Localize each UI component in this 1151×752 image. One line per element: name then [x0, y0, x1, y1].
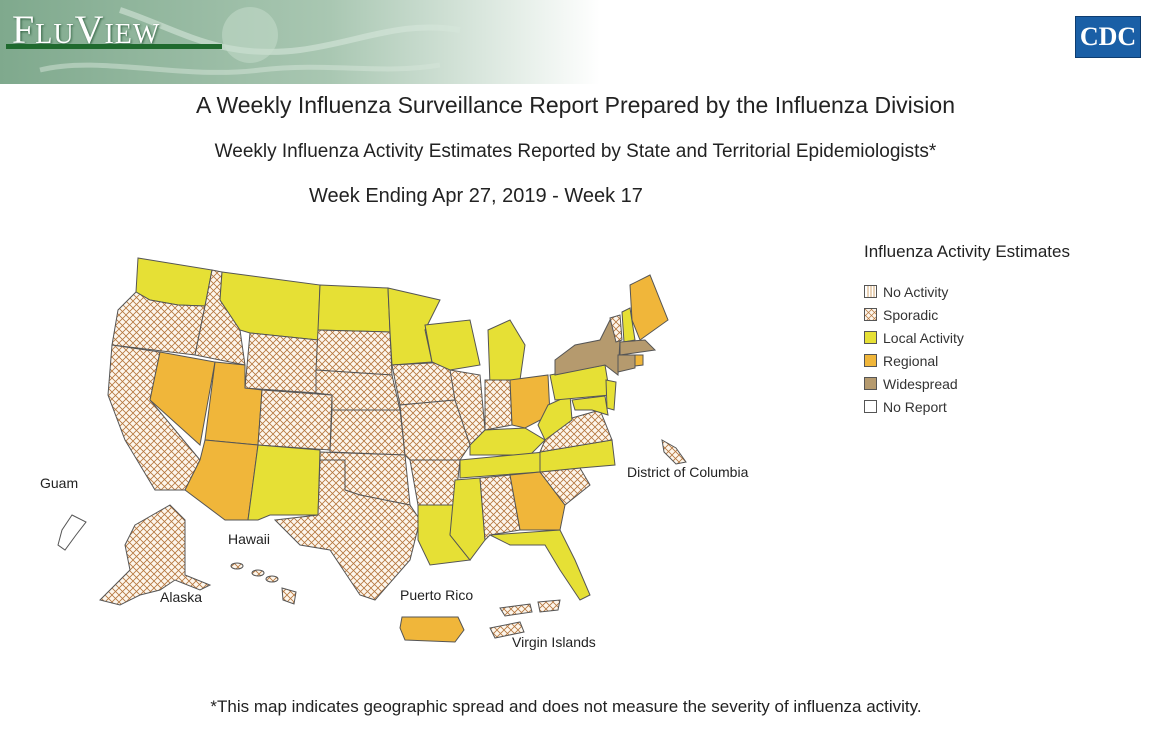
legend-item-sporadic[interactable]: Sporadic: [864, 303, 1124, 326]
state-indiana[interactable]: [484, 379, 513, 431]
week-heading: Week Ending Apr 27, 2019 - Week 17: [309, 185, 643, 207]
legend-title: Influenza Activity Estimates: [864, 242, 1070, 261]
legend-item-no-report[interactable]: No Report: [864, 395, 1124, 418]
legend-item-regional[interactable]: Regional: [864, 349, 1124, 372]
legend: Influenza Activity Estimates No Activity…: [864, 242, 1124, 418]
state-colorado[interactable]: [257, 389, 333, 451]
us-flu-activity-map: Guam Hawaii Alaska Puerto Rico Virgin Is…: [40, 257, 749, 650]
state-new-mexico[interactable]: [247, 444, 321, 521]
state-new-york[interactable]: [554, 318, 621, 376]
state-new-jersey[interactable]: [605, 379, 617, 411]
state-ohio[interactable]: [509, 374, 551, 429]
state-arkansas[interactable]: [409, 459, 461, 506]
map-label-guam: Guam: [40, 475, 78, 491]
legend-item-widespread[interactable]: Widespread: [864, 372, 1124, 395]
state-wisconsin[interactable]: [424, 319, 481, 371]
report-subtitle: Weekly Influenza Activity Estimates Repo…: [214, 141, 937, 162]
state-nevada[interactable]: [149, 351, 216, 446]
state-massachusetts[interactable]: [619, 339, 657, 356]
map-label-dc: District of Columbia: [627, 464, 749, 480]
state-maine[interactable]: [629, 274, 669, 341]
state-mississippi[interactable]: [449, 477, 486, 561]
map-label-puerto-rico: Puerto Rico: [400, 587, 473, 603]
map-label-alaska: Alaska: [160, 589, 202, 605]
state-south-dakota[interactable]: [315, 329, 393, 376]
state-michigan[interactable]: [487, 319, 526, 386]
state-new-hampshire[interactable]: [621, 307, 636, 343]
legend-item-local-activity[interactable]: Local Activity: [864, 326, 1124, 349]
fluview-underline: [6, 44, 222, 49]
state-connecticut[interactable]: [617, 354, 636, 373]
state-texas[interactable]: [273, 459, 421, 601]
state-kansas[interactable]: [329, 409, 406, 456]
swatch-regional: [864, 354, 877, 367]
legend-label: Widespread: [883, 375, 958, 392]
state-maryland[interactable]: [571, 395, 609, 416]
cdc-logo[interactable]: CDC: [1075, 16, 1141, 58]
territory-guam[interactable]: [57, 514, 87, 551]
state-hawaii[interactable]: [230, 562, 297, 605]
state-vermont[interactable]: [609, 314, 623, 343]
state-north-dakota[interactable]: [317, 284, 391, 333]
swatch-no-report: [864, 400, 877, 413]
swatch-widespread: [864, 377, 877, 390]
swatch-sporadic: [864, 308, 877, 321]
state-alabama[interactable]: [479, 474, 521, 542]
territory-virgin-islands[interactable]: [489, 599, 561, 639]
legend-label: No Activity: [883, 283, 949, 300]
legend-label: Regional: [883, 352, 939, 369]
legend-label: Sporadic: [883, 306, 939, 323]
footnote: *This map indicates geographic spread an…: [210, 697, 922, 716]
state-rhode-island[interactable]: [634, 354, 644, 367]
map-label-virgin-islands: Virgin Islands: [512, 634, 596, 650]
territory-puerto-rico[interactable]: [399, 616, 465, 643]
state-alaska[interactable]: [99, 504, 212, 606]
fluview-banner: FluView CDC: [0, 0, 1151, 84]
legend-item-no-activity[interactable]: No Activity: [864, 280, 1124, 303]
state-wyoming[interactable]: [244, 332, 319, 394]
state-florida[interactable]: [488, 529, 591, 601]
legend-label: No Report: [883, 398, 947, 415]
map-label-hawaii: Hawaii: [228, 531, 270, 547]
swatch-no-activity: [864, 285, 877, 298]
legend-label: Local Activity: [883, 329, 964, 346]
report-title: A Weekly Influenza Surveillance Report P…: [196, 92, 955, 118]
state-district-of-columbia[interactable]: [661, 439, 687, 465]
state-georgia[interactable]: [509, 471, 566, 531]
banner-background: [0, 0, 600, 84]
state-arizona[interactable]: [184, 439, 259, 521]
swatch-local-activity: [864, 331, 877, 344]
